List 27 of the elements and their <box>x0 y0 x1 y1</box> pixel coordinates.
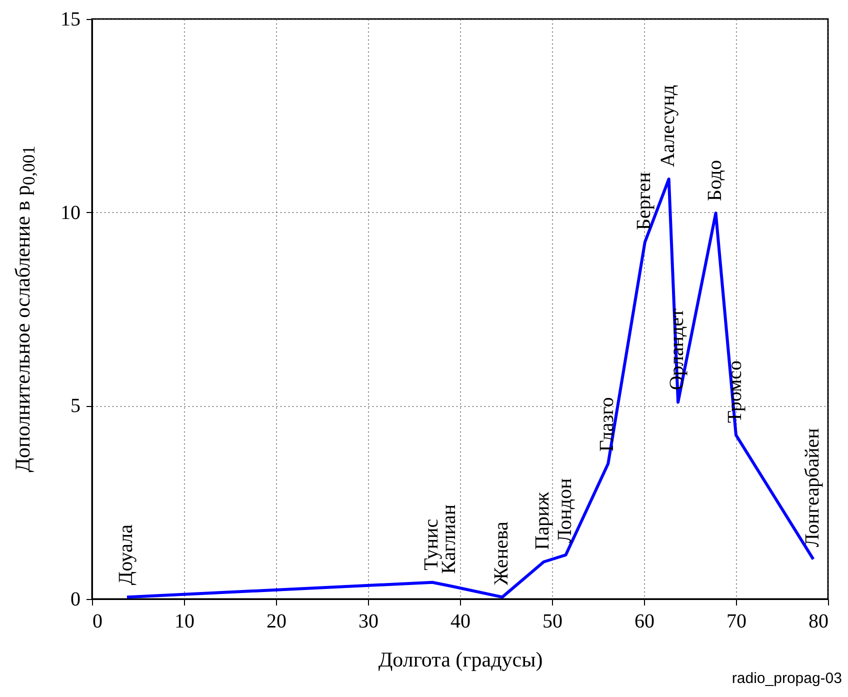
annotation: Тунис <box>420 518 442 570</box>
x-tick-label: 40 <box>450 610 470 632</box>
annotation: Париж <box>532 492 554 550</box>
annotation: Глазго <box>596 397 618 452</box>
y-tick-label: 5 <box>70 395 80 418</box>
annotation: Орландет <box>666 308 688 390</box>
annotation: Лонгеарбайен <box>801 428 824 548</box>
y-tick-label: 15 <box>60 8 80 30</box>
x-tick-label: 80 <box>808 610 828 632</box>
x-tick-label: 0 <box>92 610 102 632</box>
x-tick-label: 50 <box>542 610 562 632</box>
annotation: Женева <box>490 522 512 586</box>
x-tick-label: 10 <box>174 610 194 632</box>
x-tick-label: 30 <box>358 610 378 632</box>
annotation: Бодо <box>704 160 726 202</box>
x-axis-title: Долгота (градусы) <box>378 648 543 672</box>
annotation: Доуала <box>114 524 137 586</box>
y-tick-label: 0 <box>70 588 80 610</box>
y-tick-label: 10 <box>60 202 80 224</box>
text: radio_propag-03 <box>732 670 842 687</box>
annotation: Берген <box>632 172 655 230</box>
annotation: Тромсо <box>724 360 746 424</box>
annotation: Аалесунд <box>656 84 679 168</box>
annotation: Лондон <box>554 478 576 543</box>
x-tick-label: 70 <box>726 610 746 632</box>
x-tick-label: 60 <box>634 610 654 632</box>
x-tick-label: 20 <box>266 610 286 632</box>
